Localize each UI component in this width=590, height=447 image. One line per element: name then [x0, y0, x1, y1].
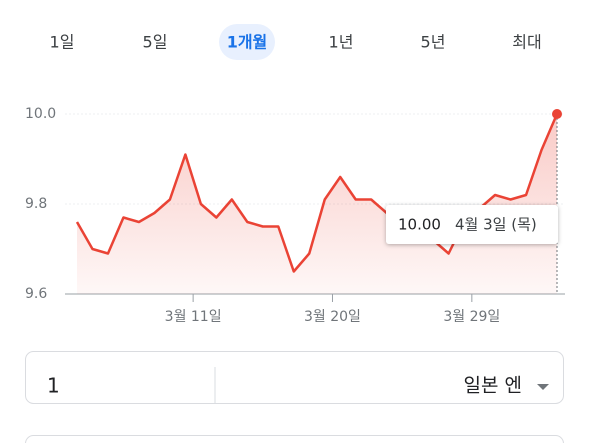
x-tick-label: 3월 20일: [304, 309, 361, 325]
area-fill: [77, 114, 557, 294]
tooltip-date: 4월 3일 (목): [455, 216, 537, 234]
range-tab[interactable]: 1일: [50, 33, 75, 52]
tooltip: [386, 205, 558, 244]
hover-point: [552, 109, 562, 119]
x-tick-label: 3월 11일: [165, 309, 222, 325]
range-tab[interactable]: 1년: [329, 33, 354, 52]
currency-select[interactable]: 일본 엔: [464, 375, 522, 397]
range-tab[interactable]: 최대: [512, 33, 541, 52]
range-tab[interactable]: 5일: [143, 33, 168, 52]
dropdown-arrow[interactable]: [537, 384, 549, 390]
range-tab[interactable]: 1개월: [227, 33, 268, 52]
y-tick-label: 9.8: [25, 196, 47, 212]
amount-box[interactable]: [25, 351, 564, 404]
tooltip-value: 10.00: [398, 216, 441, 234]
x-tick-label: 3월 29일: [443, 309, 500, 325]
active-tab-bg: [219, 24, 275, 60]
range-tab[interactable]: 5년: [421, 33, 446, 52]
y-tick-label: 9.6: [25, 286, 47, 302]
amount[interactable]: 1: [47, 374, 60, 398]
y-tick-label: 10.0: [25, 106, 56, 122]
second-box[interactable]: [25, 435, 564, 447]
chart: 9.6 9.8 10.0 3월 11일 3월 20일 3월 29일 10.00 4월 3일 (…: [25, 106, 565, 325]
range-tabs: 1일 5일 1개월 1년 5년 최대: [50, 24, 542, 60]
